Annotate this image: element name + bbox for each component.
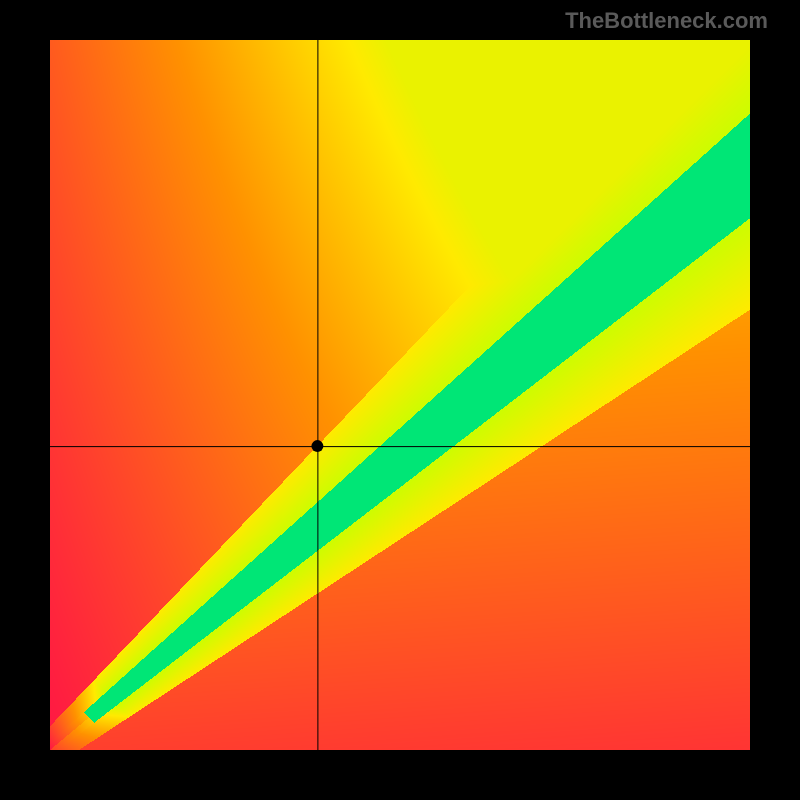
attribution-label: TheBottleneck.com [565, 8, 768, 34]
bottleneck-heatmap [50, 40, 750, 750]
